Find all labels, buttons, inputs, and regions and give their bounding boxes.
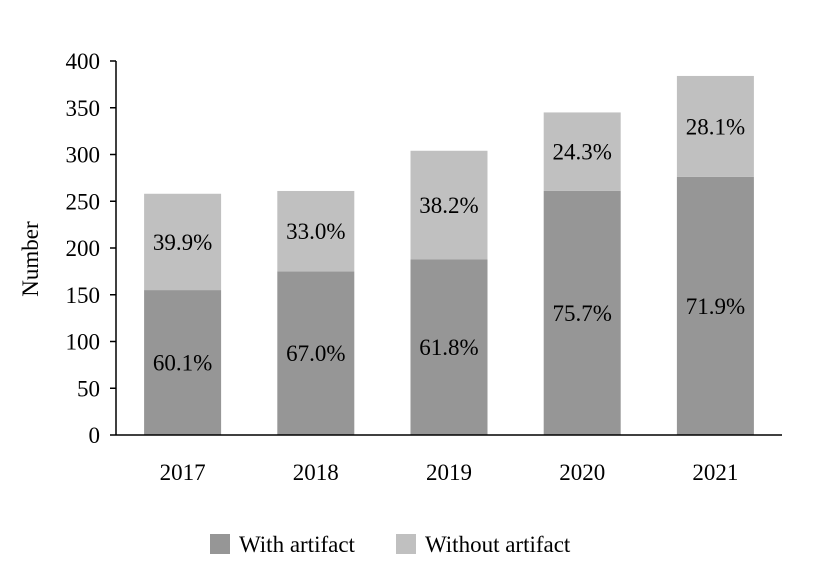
y-tick-label-50: 50 xyxy=(77,376,100,401)
x-tick-label-2019: 2019 xyxy=(426,460,472,485)
bar-with-artifact-2019 xyxy=(410,259,488,435)
legend-swatch-with-artifact xyxy=(210,534,230,554)
y-tick-label-350: 350 xyxy=(66,96,101,121)
bar-with-artifact-2021 xyxy=(676,176,754,435)
data-label-without-2017: 39.9% xyxy=(153,230,212,255)
y-tick-label-0: 0 xyxy=(89,423,101,448)
y-tick-label-250: 250 xyxy=(66,189,101,214)
y-axis-title: Number xyxy=(18,221,43,297)
bars-group xyxy=(144,75,754,435)
y-tick-label-200: 200 xyxy=(66,236,101,261)
legend-label-with-artifact: With artifact xyxy=(239,532,356,557)
x-ticks-group: 2017 2018 2019 2020 2021 xyxy=(160,460,739,485)
bar-without-artifact-2021 xyxy=(676,75,754,177)
x-tick-label-2017: 2017 xyxy=(160,460,206,485)
data-label-with-2021: 71.9% xyxy=(686,294,745,319)
data-label-with-2020: 75.7% xyxy=(552,301,611,326)
y-tick-label-150: 150 xyxy=(66,283,101,308)
bar-without-artifact-2018 xyxy=(277,190,355,272)
data-label-without-2018: 33.0% xyxy=(286,219,345,244)
y-ticks-group: 0 50 100 150 200 250 300 350 400 xyxy=(66,49,116,448)
bar-without-artifact-2019 xyxy=(410,150,488,260)
x-tick-label-2020: 2020 xyxy=(559,460,605,485)
bar-with-artifact-2017 xyxy=(144,290,222,435)
bar-with-artifact-2018 xyxy=(277,271,355,435)
legend: With artifact Without artifact xyxy=(210,532,571,557)
bar-without-artifact-2020 xyxy=(543,112,621,191)
data-label-without-2020: 24.3% xyxy=(552,140,611,165)
legend-swatch-without-artifact xyxy=(396,534,416,554)
data-label-with-2017: 60.1% xyxy=(153,351,212,376)
legend-label-without-artifact: Without artifact xyxy=(425,532,571,557)
data-label-with-2019: 61.8% xyxy=(419,335,478,360)
bar-with-artifact-2020 xyxy=(543,190,621,435)
data-label-without-2019: 38.2% xyxy=(419,193,478,218)
y-tick-label-100: 100 xyxy=(66,330,101,355)
bar-labels-group: 60.1% 39.9% 67.0% 33.0% 61.8% 38.2% 75.7% 24.3%… xyxy=(153,114,745,375)
x-tick-label-2021: 2021 xyxy=(692,460,738,485)
y-tick-label-300: 300 xyxy=(66,143,101,168)
data-label-without-2021: 28.1% xyxy=(686,114,745,139)
y-tick-label-400: 400 xyxy=(66,49,101,74)
data-label-with-2018: 67.0% xyxy=(286,341,345,366)
x-tick-label-2018: 2018 xyxy=(293,460,339,485)
bar-without-artifact-2017 xyxy=(144,193,222,291)
